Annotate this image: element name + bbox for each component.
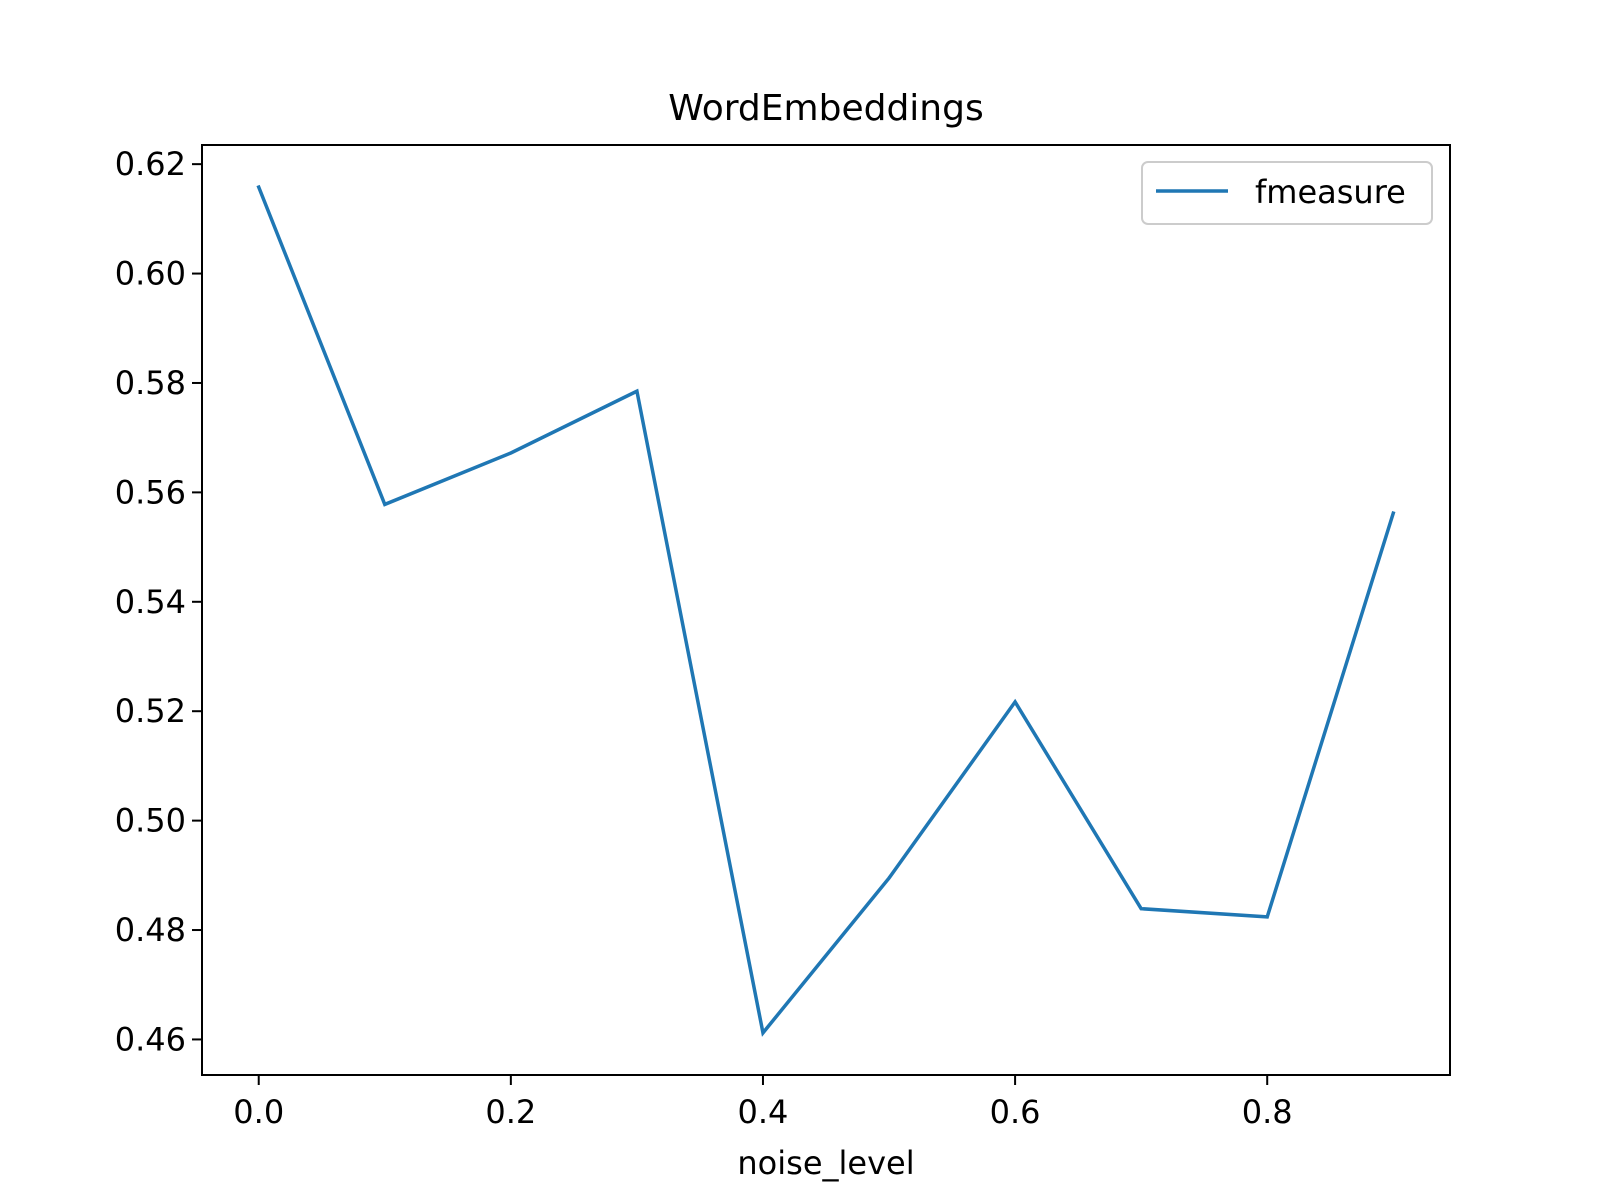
y-tick-label: 0.60 xyxy=(115,255,186,293)
x-tick-label: 0.4 xyxy=(738,1093,789,1131)
y-tick-label: 0.46 xyxy=(115,1020,186,1058)
y-tick-label: 0.52 xyxy=(115,692,186,730)
x-tick-label: 0.0 xyxy=(233,1093,284,1131)
x-tick-label: 0.2 xyxy=(485,1093,536,1131)
x-tick-label: 0.8 xyxy=(1242,1093,1293,1131)
x-axis-label: noise_level xyxy=(737,1144,914,1182)
y-tick-label: 0.54 xyxy=(115,583,186,621)
chart-title: WordEmbeddings xyxy=(668,88,983,129)
y-tick-label: 0.48 xyxy=(115,911,186,949)
plot-area-frame xyxy=(201,144,1451,1076)
y-tick-label: 0.56 xyxy=(115,473,186,511)
x-axis: 0.0 0.2 0.4 0.6 0.8 xyxy=(233,1075,1293,1131)
y-axis: 0.46 0.48 0.50 0.52 0.54 0.56 0.58 0.60 0.62 xyxy=(115,145,202,1058)
x-tick-label: 0.6 xyxy=(990,1093,1041,1131)
y-tick-label: 0.58 xyxy=(115,364,186,402)
legend-label: fmeasure xyxy=(1255,173,1406,211)
series-layer xyxy=(256,184,1396,1037)
series-line-fmeasure xyxy=(256,184,1396,1037)
y-tick-label: 0.50 xyxy=(115,802,186,840)
y-tick-label: 0.62 xyxy=(115,145,186,183)
legend: fmeasure xyxy=(1141,161,1433,225)
legend-box xyxy=(1141,161,1433,225)
